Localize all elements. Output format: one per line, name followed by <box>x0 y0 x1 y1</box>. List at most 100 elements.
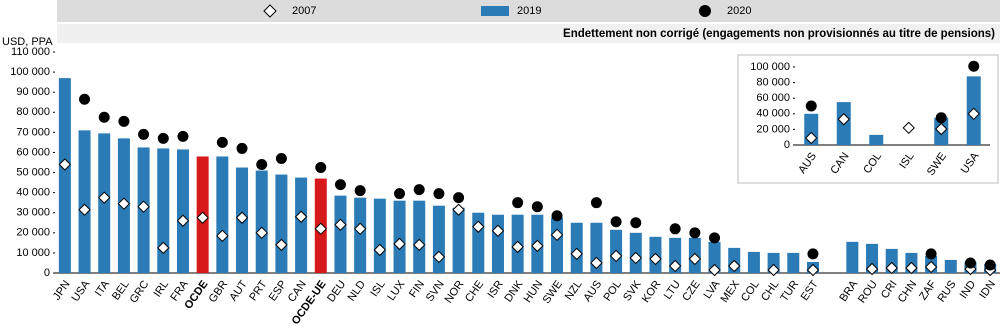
diamond-marker <box>235 211 249 224</box>
y-tick-label: 110 000 <box>11 46 50 58</box>
diamond-marker <box>314 222 327 236</box>
diamond-marker <box>570 247 583 261</box>
subtitle: Endettement non corrigé (engagements non… <box>563 28 995 40</box>
x-tick-label: LTU <box>662 278 683 301</box>
bar <box>216 156 229 273</box>
x-tick-label: DNK <box>502 278 526 304</box>
circle-marker <box>935 112 947 124</box>
circle-marker <box>118 115 130 127</box>
circle-marker <box>531 201 543 213</box>
circle-marker <box>315 162 327 174</box>
x-tick-label: AUS <box>581 279 604 304</box>
diamond-marker <box>609 249 623 263</box>
circle-marker <box>275 152 287 164</box>
x-tick-label: LUX <box>385 278 407 303</box>
diamond-marker <box>353 222 367 236</box>
diamond-marker <box>373 243 387 257</box>
bar <box>491 214 504 273</box>
y-tick-label: 10 000 <box>16 247 50 259</box>
circle-marker <box>236 142 248 154</box>
y-tick-label: 80 000 <box>756 77 790 89</box>
x-tick-label: RUS <box>935 279 958 305</box>
x-tick-label: JPN <box>51 278 73 302</box>
diamond-marker <box>935 122 948 136</box>
bar <box>413 200 426 273</box>
bar <box>869 134 884 145</box>
diamond-marker <box>688 252 702 266</box>
legend-band <box>57 0 1000 22</box>
bar <box>787 252 800 273</box>
circle-marker <box>964 257 976 269</box>
x-tick-label: IND <box>958 278 979 300</box>
x-tick-label: AUT <box>227 278 250 303</box>
bar <box>866 243 879 273</box>
circle-marker <box>98 111 110 123</box>
diamond-marker <box>334 218 347 231</box>
diamond-marker <box>865 262 879 276</box>
y-tick-label: 50 000 <box>16 166 50 178</box>
circle-marker <box>79 93 91 105</box>
circle-marker <box>925 248 937 260</box>
x-tick-label: CHN <box>896 278 920 304</box>
diamond-marker <box>837 113 850 126</box>
x-tick-label: HUN <box>522 278 546 304</box>
circle-marker <box>551 210 563 222</box>
diamond-marker <box>255 226 268 240</box>
legend-swatch <box>699 5 711 17</box>
x-tick-label: CHL <box>759 279 781 304</box>
x-tick-label: GBR <box>207 278 231 304</box>
x-tick-label: ROU <box>856 278 880 305</box>
circle-marker <box>709 232 721 244</box>
diamond-marker <box>728 259 741 273</box>
diamond-marker <box>806 263 820 277</box>
bar <box>334 195 347 273</box>
x-tick-label: SWE <box>541 279 565 306</box>
circle-marker <box>334 179 346 191</box>
x-tick-label: MEX <box>719 278 743 305</box>
y-tick-label: 20 000 <box>16 227 50 239</box>
x-tick-label: USA <box>70 278 93 304</box>
diamond-marker <box>924 260 938 274</box>
bar <box>157 148 170 273</box>
circle-marker <box>805 100 817 112</box>
diamond-marker <box>885 261 898 275</box>
y-tick-label: 40 000 <box>756 108 790 120</box>
diamond-marker <box>196 211 209 224</box>
diamond-marker <box>294 210 308 223</box>
y-tick-label: 70 000 <box>16 126 50 138</box>
bar <box>176 149 189 273</box>
diamond-marker <box>629 251 642 265</box>
x-tick-label: GRC <box>128 278 152 305</box>
y-tick-label: 30 000 <box>16 207 50 219</box>
circle-marker <box>669 223 681 235</box>
diamond-marker <box>432 250 446 264</box>
bar <box>58 78 71 273</box>
diamond-marker <box>668 259 682 273</box>
diamond-marker <box>708 263 721 277</box>
diamond-marker <box>531 239 544 253</box>
y-tick-label: 60 000 <box>16 146 50 158</box>
diamond-marker <box>157 241 170 255</box>
diamond-marker <box>472 220 485 233</box>
diamond-marker <box>176 214 190 227</box>
bar <box>255 170 268 273</box>
circle-marker <box>512 197 524 209</box>
circle-marker <box>394 188 406 200</box>
diamond-marker <box>767 263 780 277</box>
diamond-marker <box>590 256 603 270</box>
diamond-marker <box>413 238 426 252</box>
x-tick-label: NLD <box>346 278 368 303</box>
y-tick-label: 40 000 <box>16 187 50 199</box>
x-tick-label: KOR <box>640 278 664 304</box>
bar <box>452 207 465 273</box>
circle-marker <box>630 217 642 229</box>
circle-marker <box>157 132 169 144</box>
x-tick-label: NOR <box>443 278 467 305</box>
legend-swatch <box>481 6 509 16</box>
diamond-marker <box>137 200 150 213</box>
y-axis-label: USD, PPA <box>2 36 53 48</box>
x-tick-label: ESP <box>267 279 289 304</box>
x-tick-label: COL <box>739 279 762 304</box>
circle-marker <box>984 259 996 271</box>
